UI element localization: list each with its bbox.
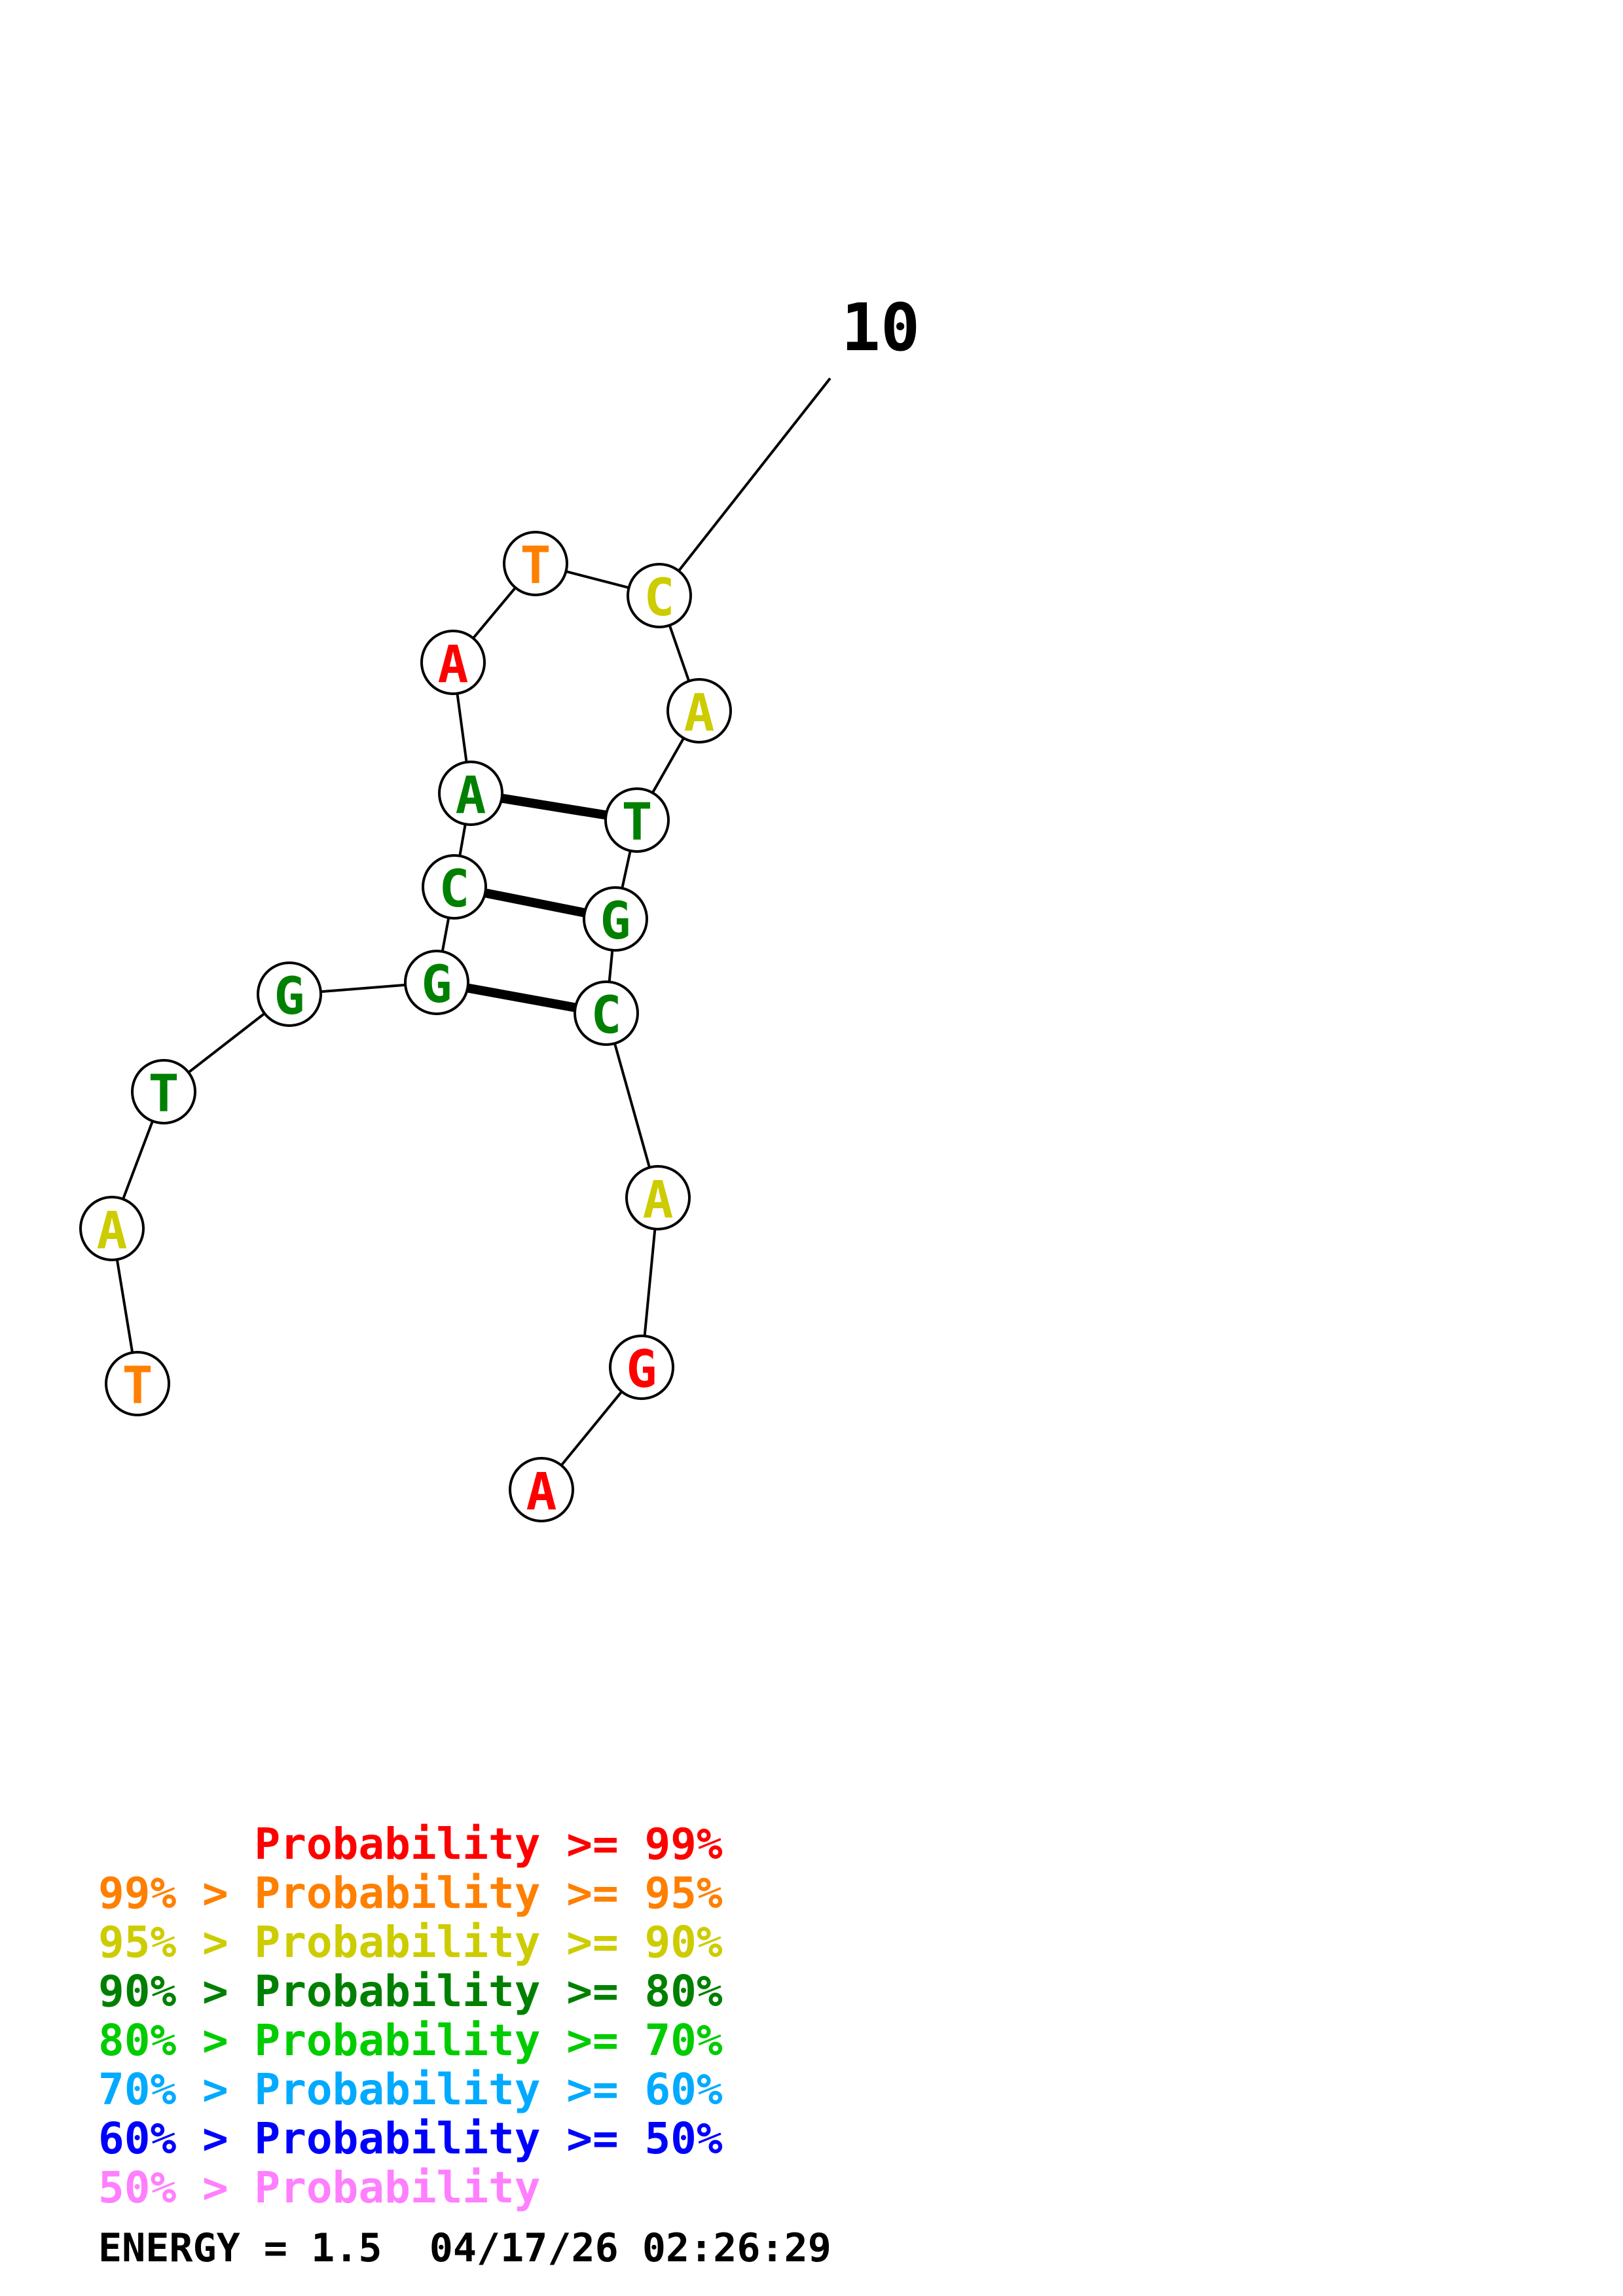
- nucleotide-base-12: T: [622, 793, 653, 852]
- legend-item: 60% > Probability >= 50%: [98, 2113, 723, 2164]
- nucleotide-circle-14: [574, 980, 639, 1046]
- nucleotide-circle-1: [105, 1351, 170, 1416]
- label-leader-line: [658, 377, 831, 597]
- nucleotide-base-5: G: [422, 956, 452, 1014]
- nucleotide-circle-13: [583, 886, 648, 952]
- nucleotide-base-8: A: [438, 636, 469, 694]
- bond-layer: [111, 377, 831, 1491]
- nucleotide-circle-16: [609, 1335, 674, 1400]
- nucleotide-circle-3: [131, 1059, 196, 1124]
- nucleotide-circle-12: [604, 787, 670, 853]
- nucleotide-circle-9: [503, 531, 568, 596]
- nucleotide-base-10: C: [644, 569, 675, 628]
- nucleotide-circle-5: [404, 950, 469, 1015]
- energy-line: ENERGY = 1.5 04/17/26 02:26:29: [98, 2225, 831, 2271]
- nucleotide-circle-8: [420, 630, 486, 695]
- nucleotide-circle-15: [625, 1165, 691, 1230]
- nucleotide-circle-6: [422, 854, 487, 920]
- nucleotide-circle-10: [627, 563, 692, 628]
- nucleotide-base-14: C: [591, 986, 622, 1045]
- nucleotide-base-17: A: [526, 1463, 557, 1522]
- legend-item: 80% > Probability >= 70%: [98, 2015, 723, 2066]
- nucleotide-base-15: A: [643, 1171, 674, 1230]
- legend-item: 90% > Probability >= 80%: [98, 1966, 723, 2017]
- nucleotide-base-4: G: [274, 967, 305, 1026]
- legend-item: 70% > Probability >= 60%: [98, 2064, 723, 2115]
- nucleotide-circle-17: [509, 1457, 574, 1522]
- legend-item: 95% > Probability >= 90%: [98, 1917, 723, 1967]
- probability-legend: Probability >= 99% 99% > Probability >= 9…: [98, 1820, 723, 2212]
- nucleotide-circle-7: [438, 761, 503, 826]
- nucleotide-circle-4: [257, 961, 322, 1027]
- legend-item: Probability >= 99%: [98, 1819, 723, 1869]
- nucleotide-base-7: A: [456, 766, 486, 825]
- nucleotide-base-9: T: [520, 537, 551, 596]
- nucleotide-base-1: T: [122, 1357, 153, 1416]
- nucleotide-circle-11: [666, 678, 732, 744]
- legend-item: 50% > Probability: [98, 2162, 541, 2213]
- nucleotide-base-16: G: [627, 1340, 657, 1399]
- nucleotide-base-3: T: [149, 1065, 179, 1124]
- nucleotide-circle-2: [79, 1196, 145, 1261]
- nucleotide-base-2: A: [97, 1202, 128, 1261]
- nucleotide-base-13: G: [600, 892, 631, 951]
- nucleotide-base-6: C: [439, 860, 470, 919]
- legend-item: 99% > Probability >= 95%: [98, 1868, 723, 1918]
- position-10-label: 10: [841, 289, 920, 366]
- nucleotide-base-11: A: [684, 684, 715, 743]
